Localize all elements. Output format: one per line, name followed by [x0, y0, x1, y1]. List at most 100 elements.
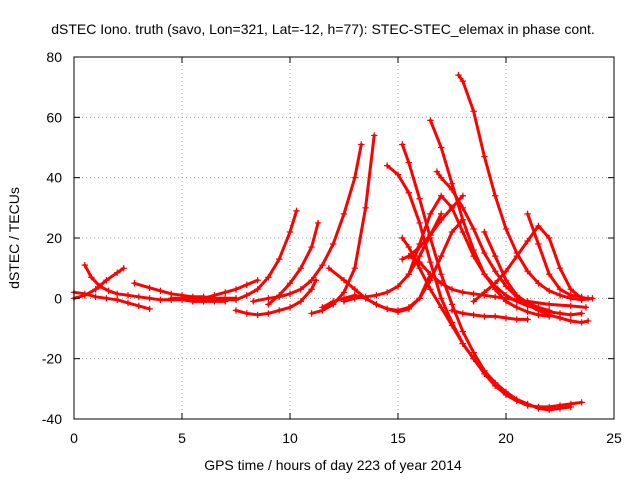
- data-point: [502, 292, 510, 299]
- data-point: [578, 310, 585, 317]
- data-point: [492, 293, 499, 301]
- data-point: [373, 292, 380, 299]
- data-series-2: [81, 261, 229, 305]
- data-point: [524, 302, 531, 310]
- data-series-22: [448, 307, 531, 323]
- data-point: [297, 298, 304, 305]
- data-point: [513, 252, 520, 260]
- data-point: [319, 261, 326, 269]
- data-point: [492, 267, 499, 275]
- data-series-12: [325, 216, 466, 314]
- data-point: [286, 228, 294, 236]
- data-point: [405, 304, 412, 311]
- chart-title: dSTEC Iono. truth (savo, Lon=321, Lat=-1…: [51, 21, 595, 37]
- data-point: [286, 304, 294, 311]
- data-point: [297, 264, 304, 272]
- data-point: [459, 310, 466, 317]
- data-point: [481, 289, 488, 296]
- data-point: [470, 225, 477, 233]
- data-point: [416, 264, 423, 272]
- data-point: [232, 307, 240, 314]
- data-point: [513, 298, 520, 305]
- series-line: [310, 133, 376, 315]
- data-point: [448, 180, 456, 187]
- data-series-26: [340, 210, 445, 305]
- data-point: [416, 240, 423, 248]
- data-point: [265, 295, 272, 302]
- data-point: [405, 243, 412, 251]
- data-point: [405, 159, 412, 166]
- data-point: [276, 255, 283, 263]
- data-point: [535, 305, 542, 313]
- data-point: [502, 267, 510, 275]
- data-point: [88, 274, 95, 281]
- data-point: [524, 237, 531, 245]
- data-point: [448, 228, 456, 236]
- data-point: [502, 314, 510, 322]
- data-point: [427, 271, 434, 278]
- data-point: [502, 388, 510, 396]
- data-point: [243, 292, 250, 299]
- data-point: [438, 304, 445, 311]
- data-point: [276, 292, 283, 299]
- x-tick-label: 5: [178, 430, 186, 446]
- data-point: [513, 292, 520, 299]
- data-point: [254, 277, 261, 284]
- data-point: [297, 286, 304, 293]
- data-point: [556, 264, 564, 272]
- data-point: [481, 249, 488, 257]
- data-point: [371, 132, 378, 139]
- data-point: [384, 289, 391, 296]
- data-point: [448, 286, 456, 293]
- data-point: [265, 274, 272, 281]
- data-series-6: [189, 277, 261, 305]
- data-point: [265, 301, 272, 308]
- data-point: [157, 296, 164, 304]
- data-point: [351, 264, 358, 272]
- data-point: [546, 271, 553, 278]
- data-point: [120, 264, 127, 272]
- data-point: [470, 108, 477, 115]
- data-point: [459, 328, 466, 335]
- data-point: [502, 225, 510, 233]
- data-point: [481, 313, 488, 320]
- data-point: [427, 286, 434, 293]
- data-point: [470, 290, 477, 298]
- data-point: [308, 243, 315, 251]
- data-point: [114, 269, 121, 276]
- data-point: [384, 305, 391, 313]
- data-point: [535, 222, 542, 230]
- data-point: [157, 287, 164, 294]
- data-point: [103, 277, 110, 284]
- data-point: [362, 204, 369, 212]
- series-line: [266, 221, 320, 306]
- data-point: [394, 307, 402, 314]
- data-point: [448, 301, 456, 308]
- data-point: [481, 271, 488, 278]
- y-tick-label: -40: [42, 411, 62, 427]
- data-point: [105, 287, 112, 294]
- y-tick-label: 60: [46, 109, 62, 125]
- data-point: [524, 308, 531, 316]
- data-point: [459, 77, 466, 85]
- data-point: [524, 400, 531, 408]
- data-point: [535, 240, 542, 248]
- data-point: [146, 305, 153, 313]
- data-point: [114, 290, 121, 298]
- data-point: [556, 310, 564, 317]
- data-point: [405, 271, 412, 278]
- data-point: [399, 255, 406, 263]
- data-point: [438, 271, 445, 278]
- data-point: [351, 295, 358, 302]
- data-point: [135, 293, 142, 301]
- data-point: [286, 290, 294, 298]
- data-point: [535, 280, 542, 287]
- data-point: [243, 310, 250, 317]
- data-point: [459, 204, 466, 212]
- data-point: [438, 210, 445, 218]
- data-point: [146, 295, 153, 302]
- data-point: [254, 286, 261, 293]
- data-point: [308, 277, 315, 284]
- data-point: [81, 292, 88, 299]
